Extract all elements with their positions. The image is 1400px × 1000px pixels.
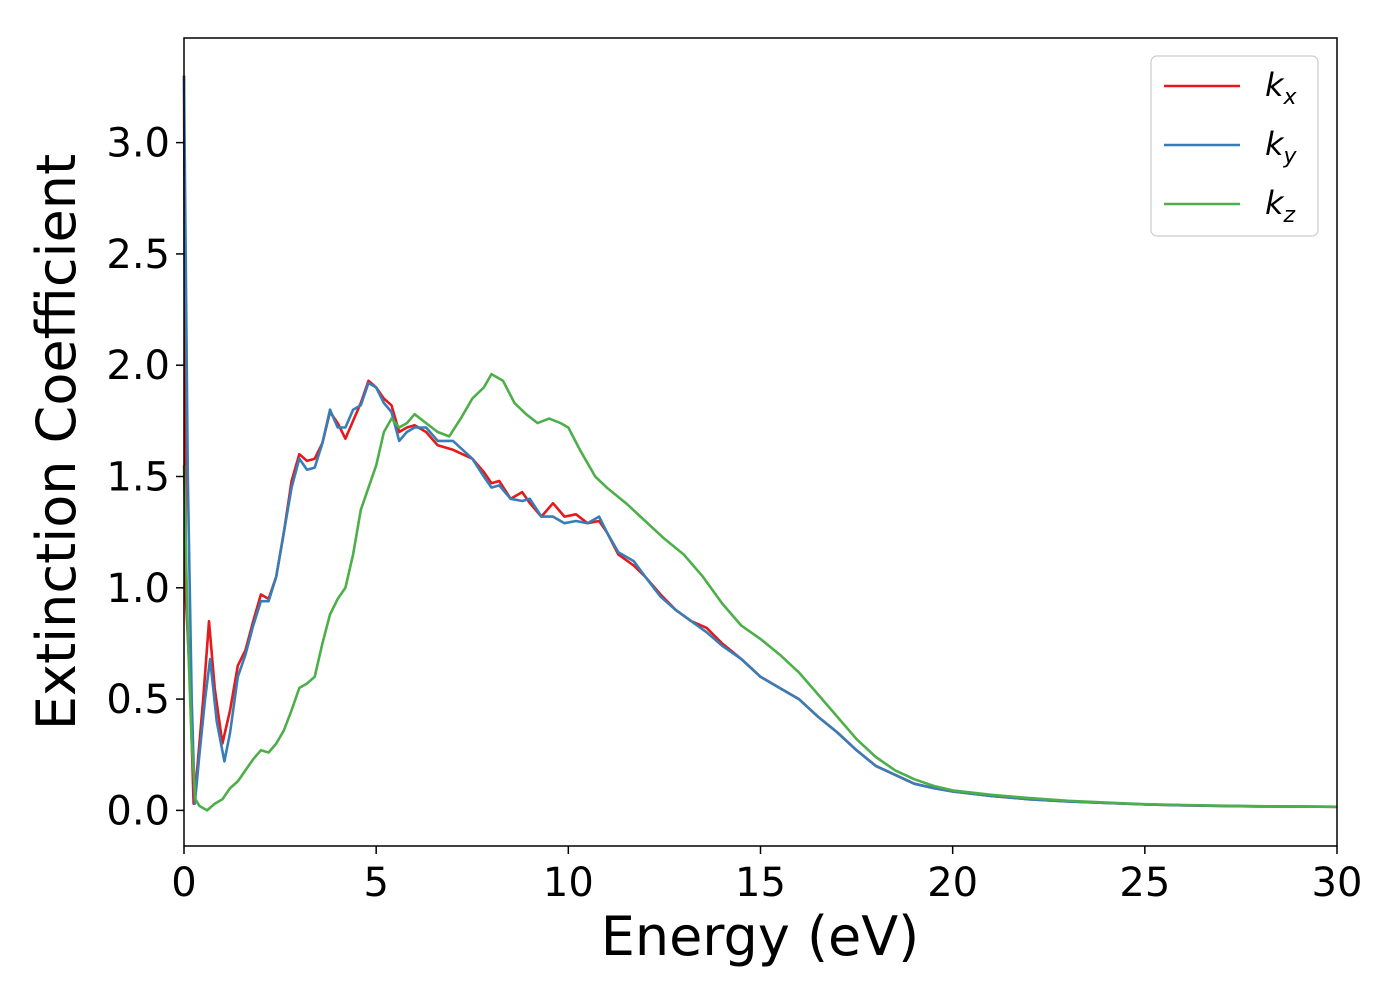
- x-axis-ticks: 0 5 10 15 20 25 30: [171, 846, 1362, 906]
- y-tick-label: 2.0: [106, 343, 170, 389]
- y-tick-label: 2.5: [106, 232, 170, 278]
- y-axis-title: Extinction Coefficient: [25, 154, 88, 730]
- legend-label-ky: ky: [1265, 125, 1298, 169]
- y-tick-label: 1.5: [106, 455, 170, 501]
- x-axis-title: Energy (eV): [601, 905, 920, 968]
- legend-label-kx: kx: [1265, 66, 1298, 110]
- series-line-kz: [182, 372, 1338, 812]
- x-tick-label: 15: [735, 860, 786, 906]
- series-lines: [182, 75, 1338, 812]
- x-tick-label: 5: [363, 860, 388, 906]
- y-tick-label: 3.0: [106, 121, 170, 167]
- series-line-ky: [182, 75, 1338, 809]
- y-tick-label: 1.0: [106, 566, 170, 612]
- x-tick-label: 30: [1312, 860, 1363, 906]
- x-tick-label: 20: [927, 860, 978, 906]
- y-axis-ticks: 0.0 0.5 1.0 1.5 2.0 2.5 3.0: [106, 121, 184, 834]
- x-tick-label: 0: [171, 860, 196, 906]
- y-tick-label: 0.0: [106, 788, 170, 834]
- legend-label-kz: kz: [1265, 184, 1296, 228]
- legend: kx ky kz: [1150, 55, 1319, 237]
- x-tick-label: 10: [543, 860, 594, 906]
- y-tick-label: 0.5: [106, 677, 170, 723]
- x-tick-label: 25: [1119, 860, 1170, 906]
